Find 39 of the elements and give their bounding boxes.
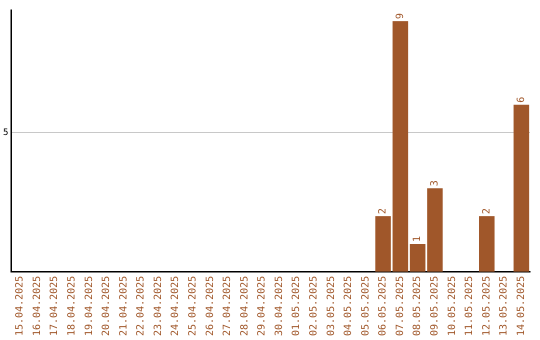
- x-tick-label: 23.04.2025: [152, 276, 164, 336]
- x-tick-label: 28.04.2025: [239, 276, 250, 336]
- x-tick-label: 18.04.2025: [66, 276, 78, 336]
- x-tick-label: 27.04.2025: [222, 276, 234, 336]
- x-tick-label: 07.05.2025: [394, 276, 406, 336]
- x-tick-label: 06.05.2025: [378, 276, 389, 336]
- x-tick-label: 05.05.2025: [360, 276, 372, 336]
- data-label: 2: [481, 208, 492, 214]
- x-tick-label: 02.05.2025: [308, 276, 320, 336]
- x-tick-label: 26.04.2025: [204, 276, 216, 336]
- x-tick-label: 25.04.2025: [188, 276, 199, 336]
- data-label: 2: [378, 208, 389, 214]
- bar: [514, 104, 530, 272]
- x-tick-label: 12.05.2025: [481, 276, 492, 336]
- x-tick-label: 10.05.2025: [446, 276, 458, 336]
- x-tick-label: 14.05.2025: [516, 276, 527, 336]
- x-tick-label: 13.05.2025: [498, 276, 510, 336]
- x-tick-label: 29.04.2025: [256, 276, 268, 336]
- x-tick-label: 16.04.2025: [32, 276, 43, 336]
- x-tick-label: 22.04.2025: [136, 276, 147, 336]
- x-tick-label: 21.04.2025: [118, 276, 130, 336]
- data-label: 9: [394, 13, 406, 20]
- x-tick-label: 03.05.2025: [326, 276, 337, 336]
- x-tick-label: 08.05.2025: [412, 276, 424, 336]
- bar: [479, 216, 495, 272]
- data-label: 3: [430, 180, 441, 186]
- data-label: 6: [516, 96, 527, 103]
- x-tick-label: 20.04.2025: [101, 276, 112, 336]
- x-tick-label: 19.04.2025: [84, 276, 95, 336]
- x-tick-label: 15.04.2025: [14, 276, 26, 336]
- y-tick-label: 5: [2, 128, 8, 138]
- x-tick-label: 24.04.2025: [170, 276, 182, 336]
- x-tick-label: 01.05.2025: [291, 276, 302, 336]
- x-tick-label: 30.04.2025: [274, 276, 285, 336]
- x-tick-label: 17.04.2025: [49, 276, 60, 336]
- x-tick-label: 11.05.2025: [464, 276, 476, 336]
- x-tick-label: 09.05.2025: [430, 276, 441, 336]
- data-label: 1: [412, 236, 424, 242]
- x-tick-label: 04.05.2025: [343, 276, 354, 336]
